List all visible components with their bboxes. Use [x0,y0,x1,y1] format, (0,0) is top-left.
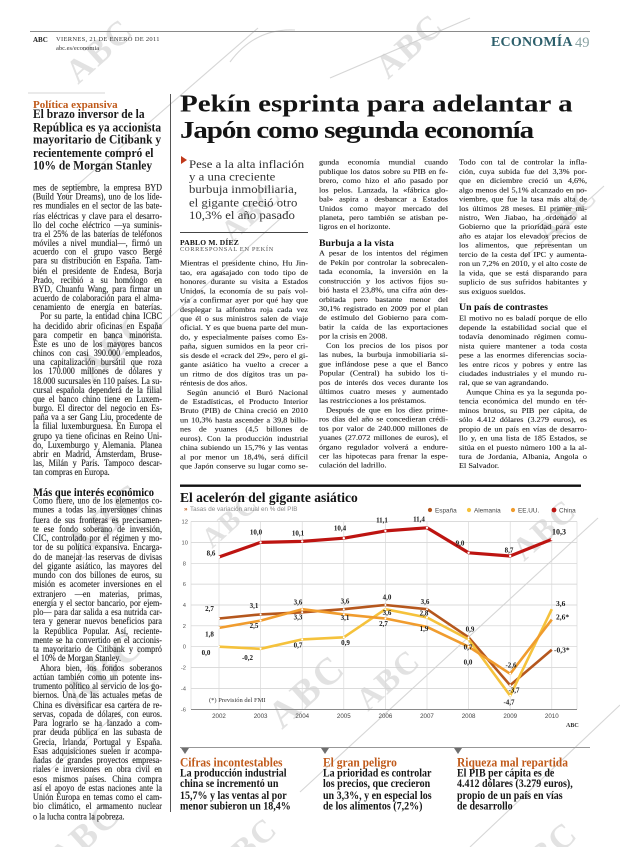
svg-text:9,0: 9,0 [456,540,465,548]
svg-text:8,6: 8,6 [207,550,216,558]
svg-text:»: » [184,506,188,513]
svg-text:10,0: 10,0 [250,529,263,537]
svg-text:0,9: 0,9 [466,626,475,634]
svg-text:3,6: 3,6 [421,598,430,606]
svg-text:2,7: 2,7 [379,620,388,628]
svg-text:0,7: 0,7 [464,644,473,652]
svg-text:1,8: 1,8 [205,631,214,639]
svg-text:-4,7: -4,7 [503,699,515,707]
svg-text:10,4: 10,4 [334,525,347,533]
svg-text:3,6: 3,6 [341,598,350,606]
svg-text:6: 6 [183,582,186,588]
svg-text:10,1: 10,1 [292,530,305,538]
svg-text:-0,3*: -0,3* [554,646,570,655]
svg-text:2,8: 2,8 [420,610,429,618]
svg-text:11,4: 11,4 [413,516,425,524]
svg-text:-3,7: -3,7 [508,687,520,695]
svg-text:2005: 2005 [337,713,351,720]
svg-text:España: España [435,508,457,515]
svg-text:El acelerón del gigante asiáti: El acelerón del gigante asiático [180,490,358,505]
svg-text:Alemania: Alemania [474,508,501,515]
svg-text:(*) Previsión del FMI: (*) Previsión del FMI [209,697,266,704]
svg-text:10,3: 10,3 [552,528,566,537]
svg-text:2,5: 2,5 [250,622,259,630]
svg-text:3,1: 3,1 [341,614,350,622]
svg-text:EE.UU.: EE.UU. [518,508,540,515]
svg-text:1,9: 1,9 [420,625,429,633]
svg-text:2,6*: 2,6* [556,613,569,622]
svg-text:3,1: 3,1 [250,602,259,610]
svg-text:2,7: 2,7 [205,605,214,613]
svg-text:-6: -6 [181,707,186,713]
svg-text:2003: 2003 [254,713,268,720]
svg-text:10: 10 [182,540,188,546]
svg-text:0,9: 0,9 [341,639,350,647]
svg-text:0,0: 0,0 [202,649,211,657]
svg-text:12: 12 [182,520,188,526]
svg-text:2002: 2002 [212,713,226,720]
svg-text:2009: 2009 [503,713,517,720]
svg-text:8: 8 [183,561,186,567]
svg-text:3,3: 3,3 [294,614,303,622]
svg-text:2007: 2007 [420,713,434,720]
svg-text:4: 4 [183,603,187,609]
svg-text:-2,6: -2,6 [505,662,517,670]
svg-text:2010: 2010 [545,713,559,720]
svg-text:3,6: 3,6 [556,599,566,608]
svg-text:ABC: ABC [503,814,586,847]
svg-text:-4: -4 [181,686,187,692]
svg-text:4,0: 4,0 [383,594,392,602]
svg-text:ABC: ABC [566,723,579,729]
svg-text:8,7: 8,7 [505,547,514,555]
svg-text:0,0: 0,0 [464,659,473,667]
svg-text:Tasas de variación anual en %: Tasas de variación anual en % del PIB [190,506,297,513]
svg-text:-0,2: -0,2 [242,654,254,662]
svg-text:-2: -2 [181,666,186,672]
svg-text:11,1: 11,1 [376,517,388,525]
svg-text:2004: 2004 [295,713,309,720]
svg-text:2008: 2008 [462,713,476,720]
svg-text:2006: 2006 [379,713,393,720]
svg-text:0: 0 [183,645,186,651]
svg-text:0,7: 0,7 [294,642,303,650]
svg-text:3,6: 3,6 [383,609,392,617]
svg-text:China: China [559,508,576,515]
svg-text:ABC: ABC [206,809,285,847]
svg-text:2: 2 [183,624,186,630]
svg-text:3,6: 3,6 [294,599,303,607]
